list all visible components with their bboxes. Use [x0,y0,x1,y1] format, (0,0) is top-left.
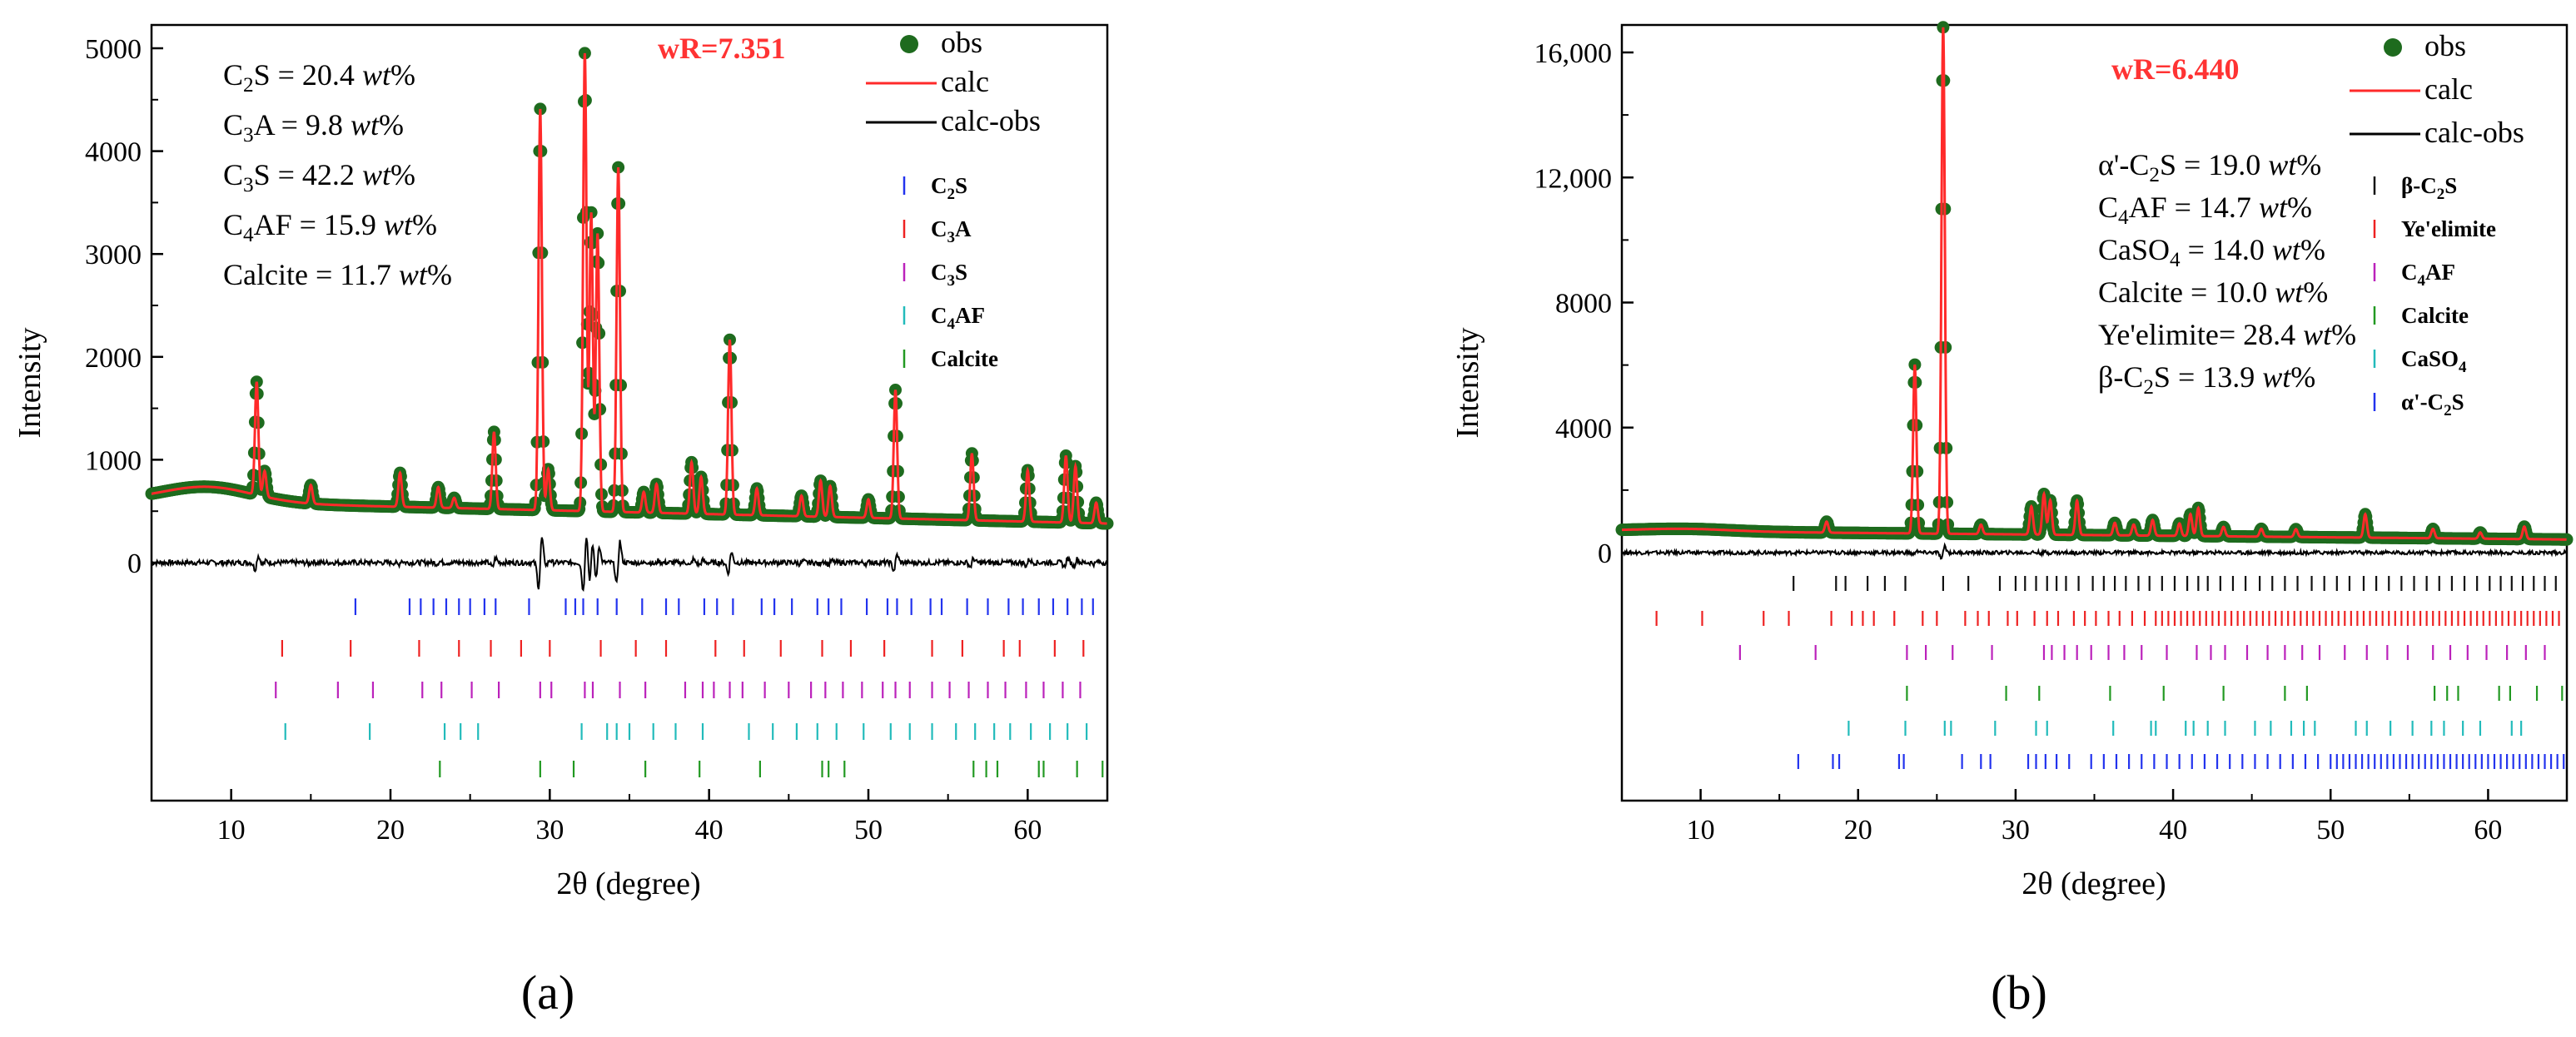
legend-label: calc-obs [2424,116,2524,149]
composition-line: CaSO4 = 14.0 wt% [2098,233,2325,271]
legend-label: obs [2424,29,2466,62]
reflection-row-2 [275,682,1082,698]
phase-legend-label: α'-C2S [2401,389,2464,419]
phase-legend-label: C3A [931,216,972,246]
reflection-row-3 [1906,686,2564,701]
legend-obs-marker [900,35,918,53]
phase-legend-label: C4AF [2401,260,2455,290]
y-tick-label: 1000 [85,445,142,476]
reflection-row-1 [281,640,1085,657]
composition-line: C4AF = 14.7 wt% [2098,191,2312,229]
obs-series [145,47,1114,530]
phase-legend-label: C4AF [931,303,985,333]
reflection-row-0 [1793,576,2557,591]
calc-line [152,52,1107,525]
reflection-row-4 [1847,721,2523,736]
composition-line: Ye'elimite= 28.4 wt% [2098,318,2356,351]
x-tick-label: 20 [376,815,405,846]
y-tick-label: 5000 [85,34,142,65]
x-tick-label: 30 [535,815,564,846]
reflection-row-1 [1655,611,2560,626]
phase-legend-label: CaSO4 [2401,346,2467,376]
composition-line: C2S = 20.4 wt% [223,58,415,97]
reflection-row-4 [439,761,1104,777]
legend-label: obs [941,26,982,59]
x-tick-label: 60 [1013,815,1042,846]
wr-label: wR=7.351 [658,32,786,65]
phase-legend-label: Ye'elimite [2401,216,2496,241]
panel-label: (b) [1991,965,2047,1020]
legend-obs-marker [2384,38,2402,57]
x-tick-label: 40 [695,815,724,846]
y-tick-label: 16,000 [1534,38,1613,69]
composition-line: α'-C2S = 19.0 wt% [2098,148,2321,186]
y-tick-label: 8000 [1555,289,1612,320]
x-axis-label: 2θ (degree) [556,866,700,901]
composition-line: β-C2S = 13.9 wt% [2098,360,2315,399]
phase-legend-label: Calcite [2401,303,2469,328]
y-tick-label: 4000 [85,137,142,168]
y-tick-label: 0 [127,548,142,579]
legend-label: calc [2424,72,2473,106]
x-tick-label: 10 [217,815,246,846]
y-tick-label: 4000 [1555,414,1612,444]
panel-label: (a) [521,965,574,1020]
legend-label: calc-obs [941,104,1041,137]
composition-line: Calcite = 11.7 wt% [223,258,452,291]
composition-line: C3A = 9.8 wt% [223,108,404,146]
x-tick-label: 30 [2002,815,2030,846]
chart-panel-a: 10 20 30 40 50 60 0 1000 2000 3000 4000 5000 2θ (deg… [12,23,1114,1020]
obs-point [1101,517,1114,530]
composition-line: C3S = 42.2 wt% [223,158,415,196]
reflection-row-3 [284,723,1088,740]
x-tick-label: 20 [1844,815,1872,846]
wr-label: wR=6.440 [2111,52,2240,86]
composition-line: C4AF = 15.9 wt% [223,208,437,246]
legend-label: calc [941,65,989,98]
y-axis-label: Intensity [1450,328,1485,439]
calc-obs-line [1621,542,2568,560]
reflection-row-5 [1797,754,2565,769]
y-axis-label: Intensity [12,328,47,439]
chart-panel-b: 10 20 30 40 50 60 0 4000 8000 12,000 16,000 2θ (deg… [1450,21,2574,1020]
phase-legend-label: β-C2S [2401,173,2457,203]
y-tick-label: 3000 [85,240,142,270]
phase-legend-label: Calcite [931,346,998,371]
y-tick-label: 0 [1598,538,1612,569]
phase-legend-label: C2S [931,173,967,203]
reflection-row-2 [1738,645,2546,660]
y-tick-label: 12,000 [1534,163,1613,194]
x-tick-label: 50 [2316,815,2345,846]
x-axis-label: 2θ (degree) [2022,866,2166,901]
calc-obs-line [151,537,1108,593]
composition-line: Calcite = 10.0 wt% [2098,275,2328,309]
x-tick-label: 40 [2159,815,2187,846]
phase-legend-label: C3S [931,260,967,290]
x-tick-label: 10 [1687,815,1715,846]
y-tick-label: 2000 [85,343,142,374]
reflection-row-0 [354,598,1094,615]
x-tick-label: 50 [854,815,883,846]
x-tick-label: 60 [2474,815,2502,846]
